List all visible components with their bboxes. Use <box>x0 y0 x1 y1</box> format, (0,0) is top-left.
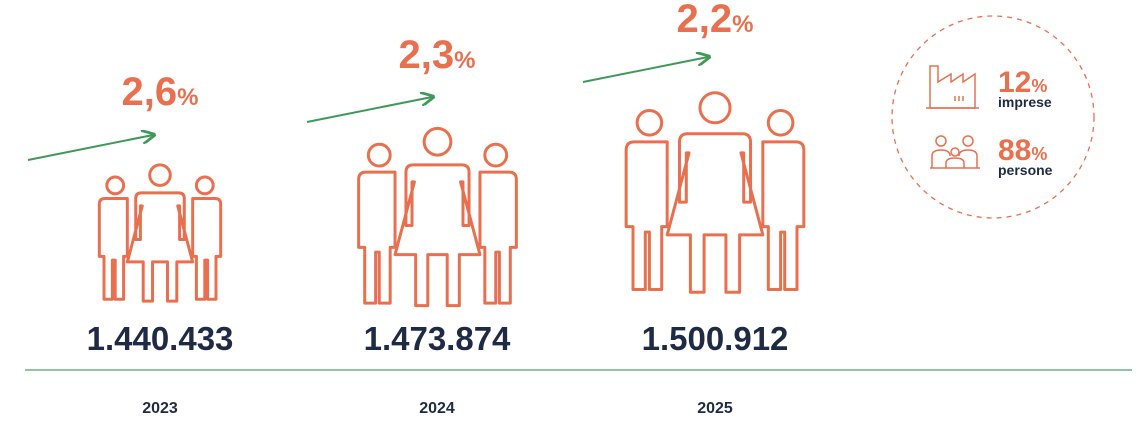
year: 2024 <box>419 400 455 417</box>
growth-arrow <box>27 135 153 161</box>
breakdown-unit: % <box>1031 144 1047 164</box>
growth-rate: 2,3% <box>399 33 476 77</box>
breakdown-label: imprese <box>998 94 1052 110</box>
breakdown-value: 88% <box>998 134 1047 167</box>
year: 2025 <box>697 400 733 417</box>
people-figure <box>356 126 519 308</box>
persons-icon <box>930 135 980 169</box>
year: 2023 <box>142 400 178 417</box>
growth-unit: % <box>732 11 753 38</box>
growth-arrow <box>306 97 432 123</box>
growth-unit: % <box>454 47 475 74</box>
growth-unit: % <box>177 84 198 111</box>
growth-value: 2,6 <box>122 70 178 114</box>
breakdown-unit: % <box>1031 76 1047 96</box>
population: 1.500.912 <box>642 320 789 357</box>
growth-arrow <box>582 57 708 83</box>
growth-value: 2,3 <box>399 33 455 77</box>
growth-rate: 2,6% <box>122 70 199 114</box>
breakdown-number: 88 <box>998 134 1031 167</box>
population: 1.440.433 <box>87 320 234 357</box>
people-figure <box>626 93 804 293</box>
population: 1.473.874 <box>364 320 511 357</box>
breakdown-value: 12% <box>998 66 1047 99</box>
growth-value: 2,2 <box>677 0 733 41</box>
factory-icon <box>926 65 979 109</box>
breakdown-label: persone <box>998 162 1053 178</box>
breakdown-number: 12 <box>998 66 1031 99</box>
growth-rate: 2,2% <box>677 0 754 41</box>
people-figure <box>97 163 223 303</box>
breakdown-circle <box>891 15 1095 219</box>
